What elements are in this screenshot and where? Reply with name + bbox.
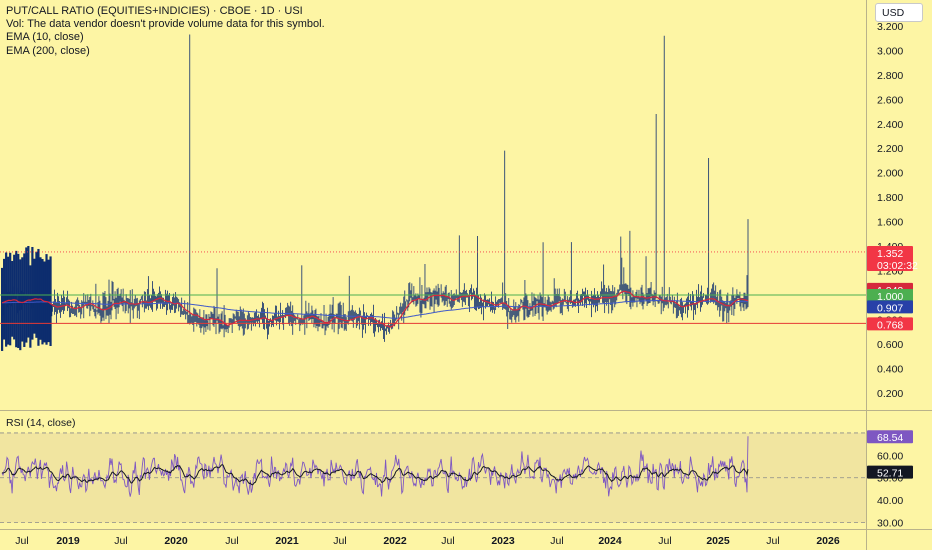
rsi-legend[interactable]: RSI (14, close) — [6, 417, 76, 429]
time-tick-label: Jul — [550, 535, 563, 547]
price-body — [33, 258, 36, 334]
time-tick-label: 2019 — [56, 535, 80, 547]
price-tick-label: 3.000 — [877, 45, 903, 57]
time-tick-label: Jul — [15, 535, 28, 547]
axis-ticks: 0.2000.4000.6000.8001.0001.2001.4001.600… — [15, 21, 903, 547]
ema200-legend[interactable]: EMA (200, close) — [6, 44, 90, 57]
price-tick-label: 0.600 — [877, 339, 903, 351]
level-red-badge-text: 0.768 — [877, 319, 903, 331]
symbol-title[interactable]: PUT/CALL RATIO (EQUITIES+INDICIES) · CBO… — [6, 5, 303, 17]
price-body — [27, 245, 30, 338]
ema200-value-badge — [867, 300, 913, 314]
price-body — [21, 257, 24, 342]
currency-button[interactable]: USD — [875, 3, 923, 22]
time-tick-label: Jul — [225, 535, 238, 547]
last-price-badge — [867, 245, 913, 271]
time-tick-label: Jul — [766, 535, 779, 547]
rsi-tick-label: 60.00 — [877, 450, 903, 462]
rsi-smoothed-line — [1, 464, 749, 486]
price-body — [31, 246, 34, 340]
price-tick-label: 2.000 — [877, 168, 903, 180]
ema200-line — [2, 300, 748, 319]
price-body — [19, 259, 22, 351]
ema-lines — [1, 290, 749, 328]
price-body — [1, 267, 4, 351]
rsi-smoothed-value-badge — [867, 465, 913, 479]
price-body — [47, 259, 50, 343]
last-price-badge-text: 03:02:32 — [877, 260, 918, 272]
price-body — [15, 250, 18, 348]
price-body — [17, 253, 20, 348]
price-tick-label: 3.200 — [877, 21, 903, 33]
time-tick-label: Jul — [114, 535, 127, 547]
rsi-line — [1, 436, 749, 497]
time-tick-label: 2020 — [164, 535, 188, 547]
price-tick-label: 1.800 — [877, 192, 903, 204]
time-tick-label: 2025 — [706, 535, 730, 547]
price-tick-label: 0.200 — [877, 388, 903, 400]
price-body — [49, 256, 52, 347]
price-badges: 1.35203:02:321.0421.0000.9070.76868.5452… — [867, 245, 918, 480]
ema200-value-badge-text: 0.907 — [877, 302, 903, 314]
price-body — [29, 265, 32, 348]
chart-legend: PUT/CALL RATIO (EQUITIES+INDICIES) · CBO… — [6, 5, 325, 58]
price-tick-label: 2.600 — [877, 94, 903, 106]
price-tick-label: 2.200 — [877, 143, 903, 155]
price-tick-label: 2.800 — [877, 70, 903, 82]
time-tick-label: 2023 — [491, 535, 515, 547]
price-body — [13, 254, 16, 340]
price-body — [3, 258, 6, 340]
time-tick-label: 2021 — [275, 535, 299, 547]
rsi-value-badge-text: 68.54 — [877, 432, 903, 444]
price-body — [9, 252, 12, 346]
time-tick-label: 2022 — [383, 535, 407, 547]
rsi-tick-label: 30.00 — [877, 518, 903, 530]
price-tick-label: 1.600 — [877, 217, 903, 229]
level-red-badge — [867, 317, 913, 331]
rsi-value-badge — [867, 430, 913, 444]
time-tick-label: Jul — [441, 535, 454, 547]
price-tick-label: 0.400 — [877, 363, 903, 375]
last-price-badge-text: 1.352 — [877, 248, 903, 260]
level-green-badge-text: 1.000 — [877, 291, 903, 303]
level-green-badge — [867, 289, 913, 303]
time-tick-label: 2024 — [598, 535, 622, 547]
time-tick-label: Jul — [658, 535, 671, 547]
price-body — [37, 248, 40, 346]
time-tick-label: 2026 — [816, 535, 840, 547]
time-tick-label: Jul — [333, 535, 346, 547]
price-body — [45, 254, 48, 345]
price-body — [5, 252, 8, 347]
ema10-line — [1, 290, 749, 328]
ema10-legend[interactable]: EMA (10, close) — [6, 31, 84, 44]
price-body — [11, 260, 14, 337]
rsi-tick-label: 40.00 — [877, 495, 903, 507]
price-tick-label: 2.400 — [877, 119, 903, 131]
price-body — [23, 253, 26, 347]
rsi-pane — [0, 432, 866, 523]
volume-note: Vol: The data vendor doesn't provide vol… — [6, 18, 325, 31]
rsi-smoothed-value-badge-text: 52.71 — [877, 468, 903, 480]
